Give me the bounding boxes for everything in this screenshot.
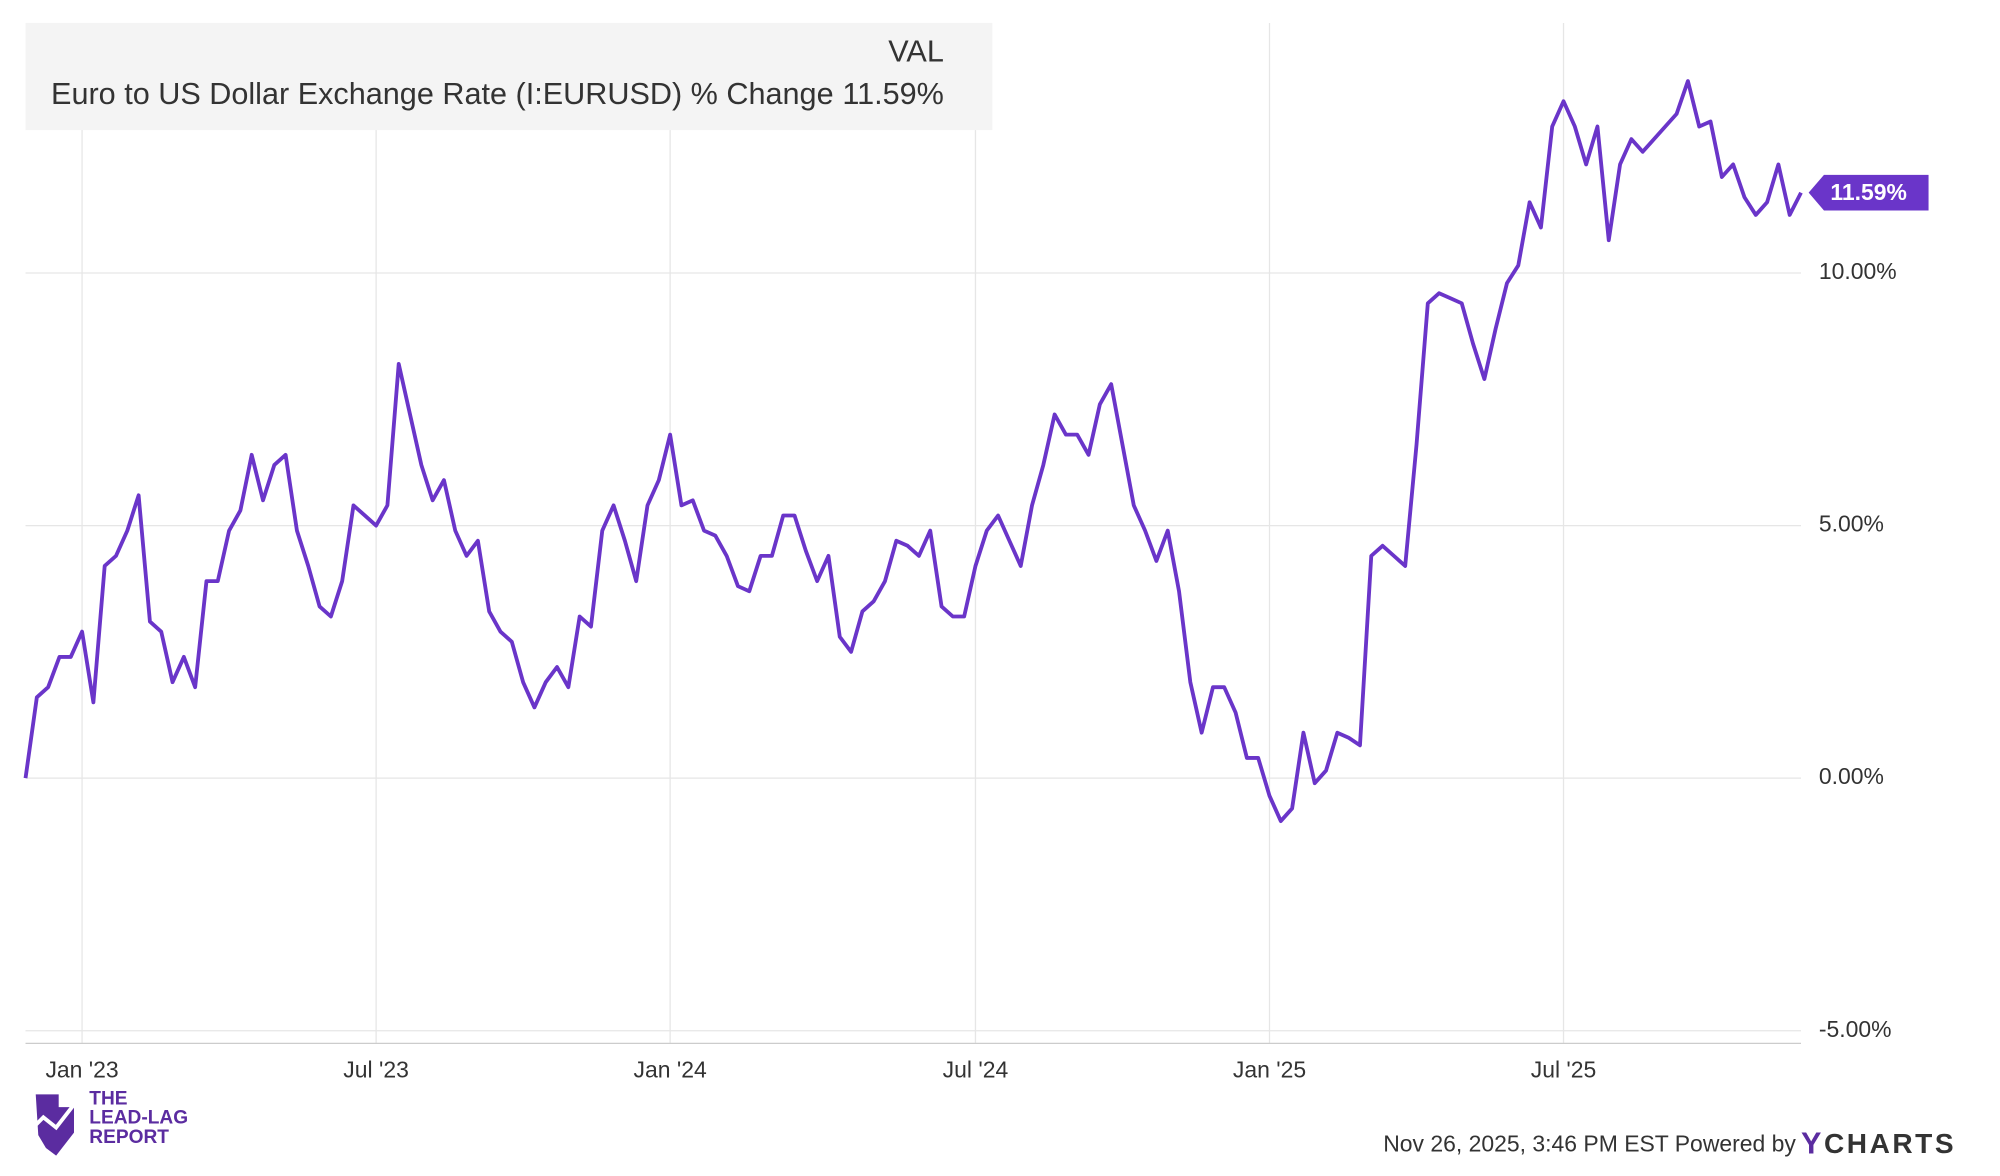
logo-text: LEAD-LAG xyxy=(89,1108,188,1129)
y-tick-label: -5.00% xyxy=(1819,1016,1892,1042)
x-tick-label: Jul '23 xyxy=(343,1056,409,1082)
y-tick-label: 10.00% xyxy=(1819,258,1897,284)
logo-text: REPORT xyxy=(89,1127,169,1148)
brand-initial: Y xyxy=(1801,1126,1821,1160)
logo-line xyxy=(26,1103,76,1134)
footer-text: Nov 26, 2025, 3:46 PM EST Powered by xyxy=(1383,1130,1796,1156)
legend-series-value: 11.59% xyxy=(842,77,944,111)
x-tick-label: Jan '25 xyxy=(1233,1056,1306,1082)
legend-header: VAL xyxy=(888,35,944,69)
logo: THE LEAD-LAG REPORT xyxy=(26,1089,188,1156)
brand-rest: CHARTS xyxy=(1824,1128,1956,1159)
legend-series-name: Euro to US Dollar Exchange Rate (I:EURUS… xyxy=(51,77,834,111)
y-tick-label: 5.00% xyxy=(1819,511,1884,537)
x-tick-label: Jan '23 xyxy=(45,1056,118,1082)
x-tick-label: Jul '24 xyxy=(943,1056,1009,1082)
y-tick-label: 0.00% xyxy=(1819,763,1884,789)
x-tick-label: Jan '24 xyxy=(634,1056,707,1082)
end-label: 11.59% xyxy=(1830,179,1907,205)
line-series xyxy=(23,79,1803,823)
x-tick-label: Jul '25 xyxy=(1531,1056,1597,1082)
legend-box xyxy=(25,22,993,131)
logo-text: THE xyxy=(89,1089,127,1110)
end-label-box xyxy=(1808,174,1929,211)
